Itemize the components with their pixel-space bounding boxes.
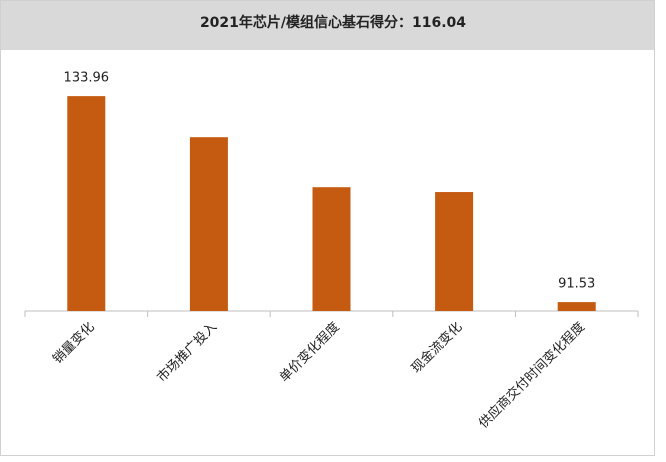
data-label: 133.96: [64, 71, 110, 86]
data-label: 91.53: [558, 277, 595, 292]
bar: [435, 192, 474, 311]
chart-title: 2021年芯片/模组信心基石得分：116.04: [200, 14, 466, 31]
bar: [67, 96, 106, 311]
bar: [557, 302, 596, 311]
title-band: [1, 1, 654, 50]
bar: [312, 187, 351, 311]
bar: [189, 137, 228, 311]
